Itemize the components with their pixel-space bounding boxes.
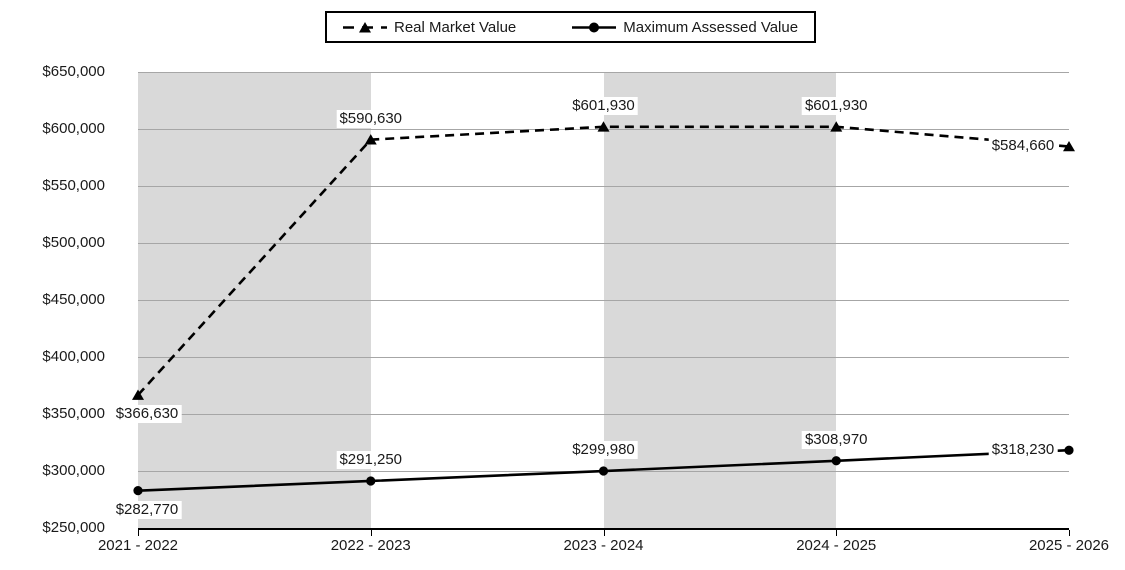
x-axis-label: 2023 - 2024 [563, 537, 644, 554]
gridline [138, 243, 1069, 244]
gridline [138, 357, 1069, 358]
legend-label-maximum-assessed-value: Maximum Assessed Value [623, 18, 799, 36]
gridline [138, 186, 1069, 187]
marker-triangle [364, 134, 377, 145]
axis-tick [370, 530, 372, 536]
marker-triangle [830, 121, 843, 132]
series-canvas [132, 121, 1075, 496]
axis-tick [138, 530, 139, 536]
dashed-line-triangle-icon [343, 21, 387, 32]
gridline [138, 414, 1069, 415]
marker-circle [366, 476, 376, 486]
legend: Real Market Value Maximum Assessed Value [325, 11, 817, 43]
gridline [138, 300, 1069, 301]
y-axis-label: $500,000 [42, 234, 105, 251]
data-label: $590,630 [336, 109, 406, 128]
data-label: $366,630 [112, 405, 182, 424]
marker-circle [1064, 445, 1074, 455]
y-axis-label: $650,000 [42, 63, 105, 80]
marker-circle [598, 466, 609, 476]
legend-item-real-market-value: Real Market Value [343, 19, 516, 36]
marker-triangle [597, 121, 610, 132]
legend-label-real-market-value: Real Market Value [394, 18, 517, 36]
data-label: $291,250 [336, 450, 406, 469]
marker-triangle [132, 389, 144, 400]
marker-triangle [1063, 140, 1075, 152]
data-label: $282,770 [112, 500, 182, 519]
plot-area [132, 72, 1075, 536]
y-axis-label: $600,000 [42, 120, 105, 137]
data-label: $601,930 [801, 96, 871, 115]
gridline [138, 72, 1069, 73]
x-axis-label: 2021 - 2022 [97, 537, 179, 554]
y-axis-label: $250,000 [42, 519, 105, 536]
axis-tick [603, 530, 605, 536]
axis-tick [836, 530, 838, 536]
marker-circle [831, 456, 841, 466]
y-axis-label: $300,000 [42, 462, 105, 479]
y-axis-label: $450,000 [42, 291, 105, 308]
axis-tick [1069, 530, 1070, 536]
series-line-real-market-value [137, 125, 1070, 396]
data-label: $584,660 [988, 137, 1058, 156]
y-axis-label: $400,000 [42, 348, 105, 365]
marker-circle [133, 486, 143, 496]
data-label: $299,980 [569, 441, 638, 460]
x-axis-label: 2024 - 2025 [796, 537, 877, 554]
solid-line-circle-icon [572, 22, 617, 32]
x-axis-label: 2022 - 2023 [330, 537, 411, 554]
data-label: $308,970 [801, 430, 871, 449]
x-axis-label: 2025 - 2026 [1028, 537, 1110, 554]
legend-item-maximum-assessed-value: Maximum Assessed Value [572, 19, 798, 36]
y-axis-label: $350,000 [42, 405, 105, 422]
data-label: $601,930 [569, 96, 638, 115]
data-label: $318,230 [988, 441, 1058, 460]
y-axis-label: $550,000 [42, 177, 105, 194]
